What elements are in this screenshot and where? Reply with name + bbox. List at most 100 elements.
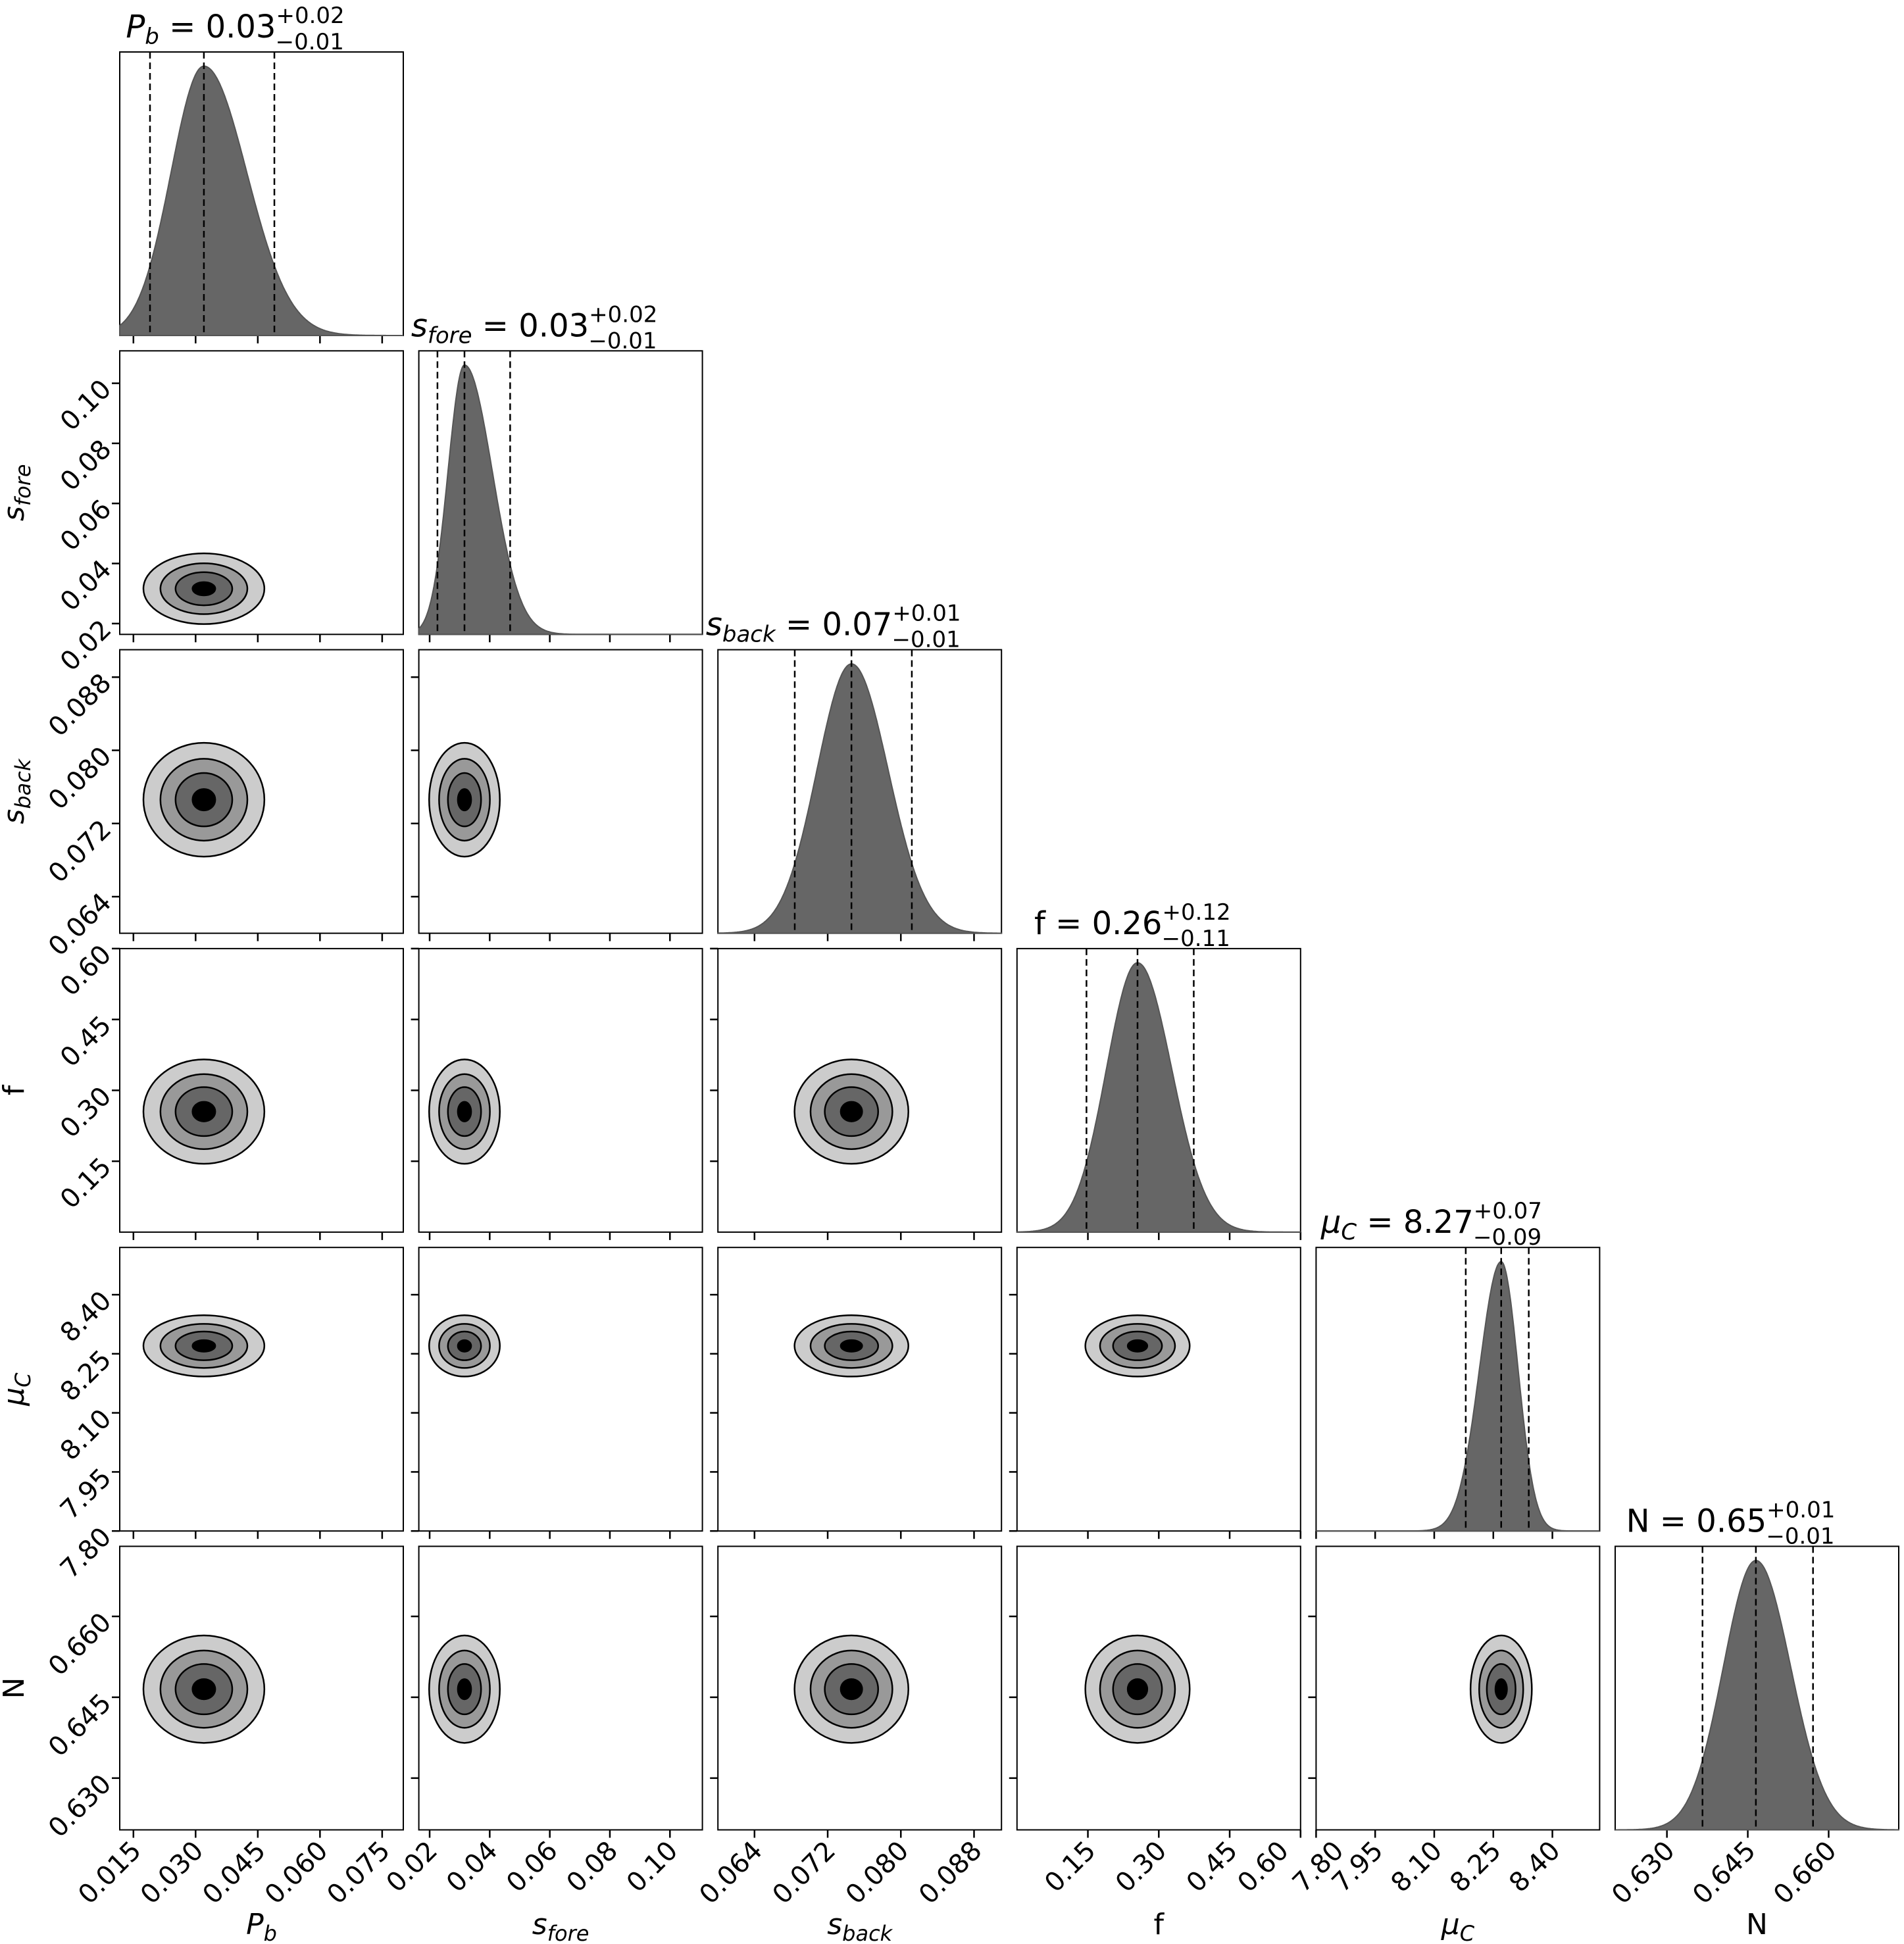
x-tick-label: 0.060 (259, 1835, 334, 1910)
title-plus: +0.01 (1766, 1497, 1835, 1524)
panel-muC-muC: μC = 8.27+0.07 −0.09 (1315, 1198, 1601, 1539)
panel-frame (1315, 1545, 1601, 1831)
panel-sback-muC (710, 1247, 1003, 1539)
panel-muC-N: 7.807.958.108.258.40 (1287, 1545, 1601, 1899)
title-name: P (126, 9, 145, 45)
title-name: s (411, 307, 428, 344)
title-minus: −0.01 (892, 627, 961, 653)
title-minus: −0.01 (276, 29, 344, 55)
x-tick-label: 0.630 (1606, 1835, 1681, 1910)
title-plus: +0.02 (589, 301, 657, 328)
x-tick-label: 0.072 (767, 1835, 842, 1910)
panel-sfore-sfore: sfore = 0.03+0.02 −0.01 (411, 301, 703, 643)
x-tick-label: 0.088 (913, 1835, 988, 1910)
axis-label-sub: fore (11, 464, 36, 506)
contour-level-4 (839, 1339, 863, 1353)
panel-Pb-sfore: 0.020.040.060.080.10 (55, 350, 404, 677)
axis-label-f: f (1154, 1908, 1165, 1941)
histogram-f (1016, 962, 1301, 1233)
title-sub: b (145, 24, 159, 50)
axis-label-sub: C (11, 1372, 36, 1387)
y-tick-label: 0.660 (43, 1607, 118, 1682)
contour-level-4 (191, 1339, 216, 1353)
x-tick-label: 0.04 (441, 1835, 504, 1899)
y-tick-label: 0.04 (55, 554, 118, 617)
title-name: N (1626, 1503, 1650, 1540)
axis-label-sub: fore (547, 1921, 589, 1944)
x-tick-label: 0.064 (693, 1835, 768, 1910)
title-sub: back (722, 622, 776, 648)
y-tick-label: 0.645 (43, 1688, 118, 1763)
title-value: = 0.03 (159, 9, 276, 45)
contour-level-4 (1494, 1678, 1508, 1701)
x-tick-label: 0.10 (621, 1835, 684, 1899)
title-sfore: sfore = 0.03+0.02 −0.01 (411, 301, 658, 354)
y-tick-label: 0.088 (43, 668, 118, 743)
title-value: = 0.07 (776, 607, 893, 643)
title-name: s (706, 607, 722, 643)
axis-label-sback: sback (827, 1908, 893, 1944)
contour-level-4 (1126, 1678, 1149, 1701)
histogram-sback (717, 663, 1003, 934)
title-name: μ (1320, 1204, 1341, 1241)
panel-sback-sback: sback = 0.07+0.01 −0.01 (706, 601, 1003, 941)
title-minus: −0.01 (588, 328, 657, 354)
axis-label-name: f (1154, 1908, 1165, 1941)
y-tick-label: 7.80 (55, 1522, 118, 1585)
title-minus: −0.11 (1162, 926, 1230, 952)
x-tick-label: 0.02 (381, 1835, 444, 1899)
axis-label-sback: sback (0, 758, 36, 824)
axis-label-sub: back (842, 1921, 893, 1944)
title-value: = 0.03 (472, 307, 589, 344)
x-tick-label: 0.030 (135, 1835, 210, 1910)
axis-label-name: s (0, 809, 31, 824)
axis-label-f: f (0, 1084, 31, 1095)
title-N: N = 0.65+0.01 −0.01 (1626, 1497, 1836, 1550)
axis-label-name: s (532, 1908, 547, 1941)
title-minus: −0.01 (1766, 1524, 1834, 1550)
panel-sfore-N: 0.020.040.060.080.10 (381, 1545, 703, 1899)
title-value: = 0.65 (1650, 1503, 1767, 1540)
histogram-Pb (119, 65, 403, 336)
title-sback: sback = 0.07+0.01 −0.01 (706, 601, 961, 653)
y-tick-label: 0.08 (55, 434, 118, 497)
y-tick-label: 0.45 (55, 1010, 118, 1074)
x-tick-label: 8.10 (1386, 1835, 1449, 1899)
x-tick-label: 0.080 (840, 1835, 915, 1910)
axis-label-N: N (0, 1678, 31, 1699)
axis-label-sub: back (11, 758, 36, 809)
axis-label-sub: b (264, 1921, 277, 1944)
axis-label-name: N (0, 1678, 31, 1699)
contour-level-4 (457, 788, 472, 812)
y-tick-label: 8.10 (55, 1403, 118, 1466)
y-tick-label: 8.40 (55, 1285, 118, 1349)
contour-level-4 (839, 1678, 863, 1701)
panel-sback-f (710, 947, 1003, 1240)
contour-level-4 (191, 788, 216, 812)
y-tick-label: 0.10 (55, 374, 118, 437)
axis-label-name: f (0, 1084, 31, 1095)
title-minus: −0.09 (1473, 1224, 1541, 1251)
axis-label-Pb: Pb (246, 1908, 277, 1944)
panel-N-N: 0.630 0.645 0.660 N = 0.65+0.01 −0.01 (1606, 1497, 1899, 1910)
contour-level-4 (457, 1101, 472, 1122)
panel-sfore-f (411, 947, 703, 1240)
panel-sfore-sback (411, 649, 703, 941)
x-tick-label: 0.045 (197, 1835, 272, 1910)
y-tick-label: 0.06 (55, 494, 118, 557)
y-tick-label: 0.072 (43, 814, 118, 889)
axis-label-sub: C (1460, 1921, 1475, 1944)
x-tick-label: 0.645 (1687, 1835, 1762, 1910)
x-tick-label: 8.40 (1503, 1835, 1566, 1899)
title-value: = 8.27 (1357, 1204, 1474, 1241)
contour-level-4 (191, 1678, 216, 1701)
panel-frame (1016, 1247, 1301, 1532)
y-tick-label: 0.630 (43, 1769, 118, 1844)
axis-label-muC: μC (0, 1372, 36, 1407)
contour-level-4 (1126, 1339, 1149, 1353)
panel-Pb-Pb: Pb = 0.03+0.02 −0.01 (119, 3, 404, 343)
title-sub: fore (428, 322, 472, 349)
panel-frame (717, 1247, 1003, 1532)
